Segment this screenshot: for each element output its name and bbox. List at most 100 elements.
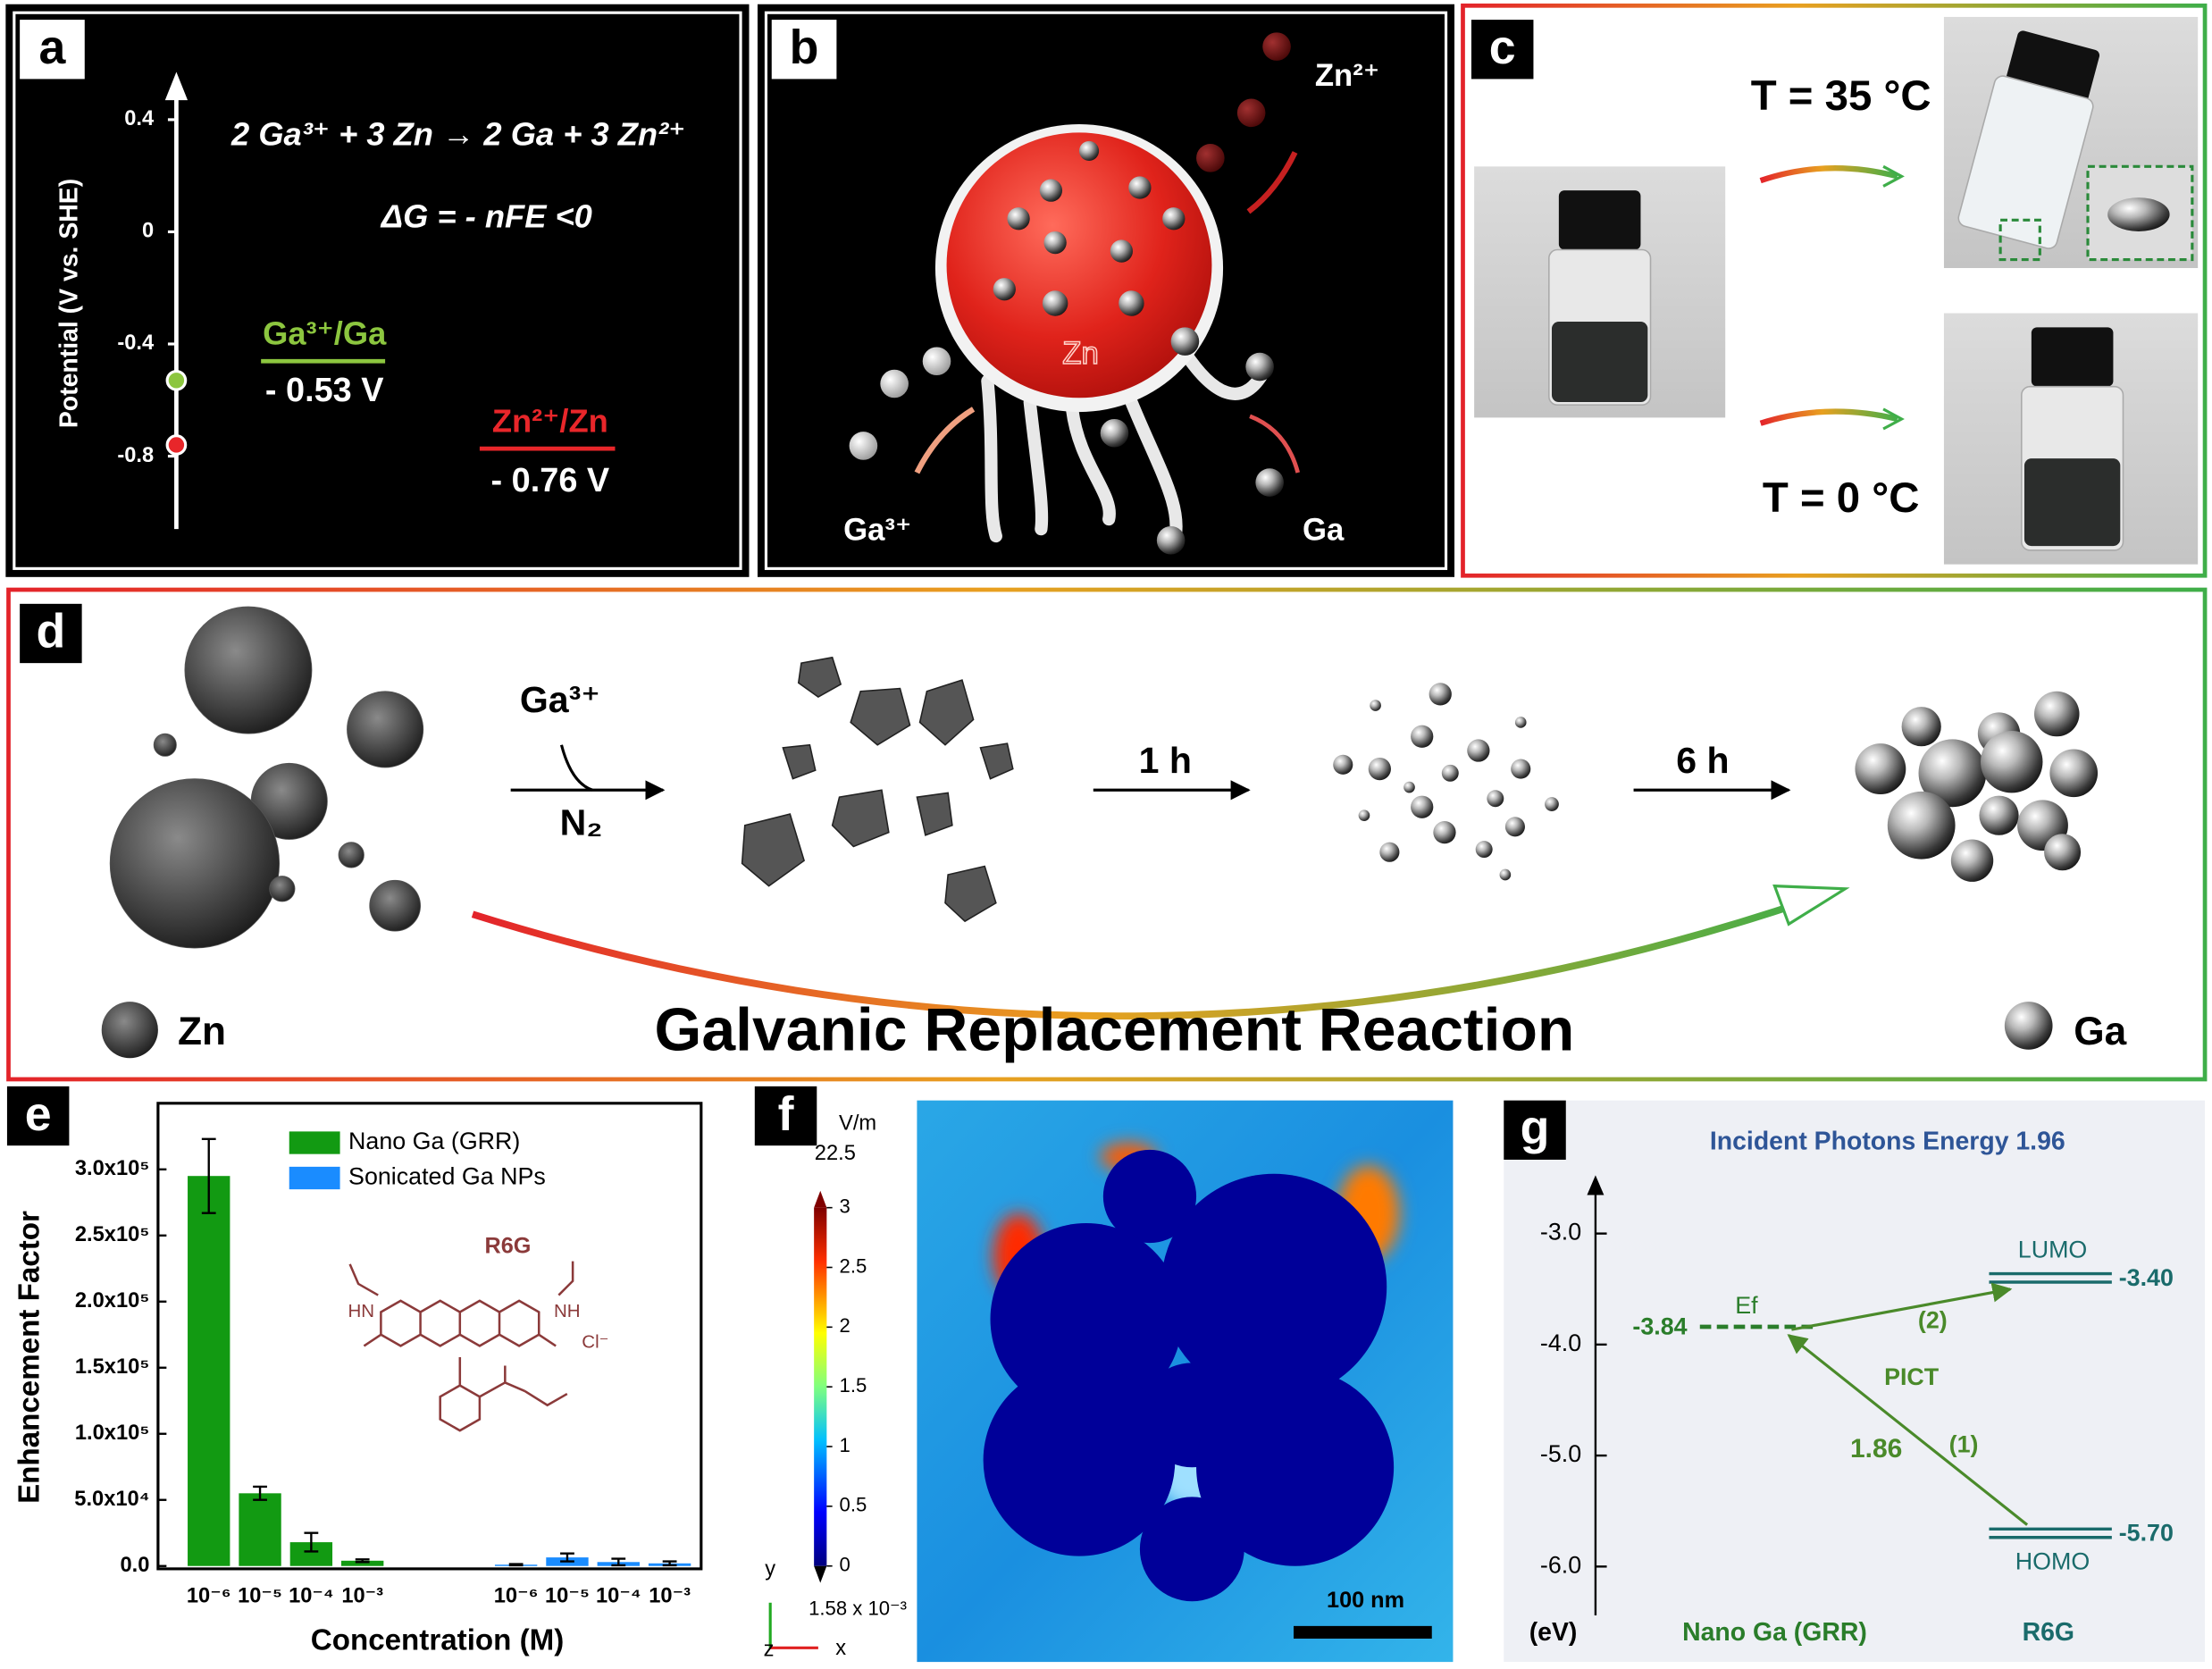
x-tick-label: 10⁻⁶: [187, 1585, 231, 1608]
panel-border: [13, 11, 742, 570]
panel-border: [6, 587, 2208, 1082]
ga-large: [1855, 691, 2099, 882]
axis-arrow: [1587, 1175, 1605, 1195]
panel-label-box: [754, 1086, 817, 1146]
colorbar-tick-label: 0: [840, 1554, 850, 1576]
x-tick-label: 10⁻⁴: [596, 1585, 641, 1608]
ga-label: Ga: [1303, 513, 1345, 547]
step-time: 6 h: [1676, 740, 1729, 781]
legend-zn: [101, 1002, 158, 1059]
panel-d: d Ga³⁺: [6, 587, 2208, 1082]
atom-label: Cl⁻: [582, 1332, 608, 1353]
panel-label: c: [1489, 21, 1516, 74]
vial-cap: [2031, 327, 2114, 387]
error-bar: [560, 1552, 574, 1563]
colorbar-tick-label: 2.5: [840, 1254, 867, 1277]
x-tick-label: 10⁻³: [341, 1585, 383, 1608]
panel-label: a: [39, 21, 67, 74]
level-label: LUMO: [2018, 1236, 2088, 1262]
y-tick-label: 3.0x10⁵: [75, 1157, 150, 1180]
particles: [983, 1149, 1395, 1602]
energy-diagram: Incident Photons Energy 1.96 -3.0 -4.0 -5.0…: [1529, 1128, 2174, 1648]
colorbar-max-arrow: [814, 1190, 827, 1208]
ga-ion-label: Ga³⁺: [843, 513, 911, 547]
colorbar-min-arrow: [814, 1565, 827, 1583]
panel-label-box: [20, 603, 82, 664]
panel-a: a: [5, 4, 750, 577]
y-tick-label: 0.0: [120, 1554, 149, 1577]
x-tick-label: 10⁻⁵: [545, 1585, 590, 1608]
colorbar: 3 2.5 2 1.5 1 0.5 0: [814, 1190, 867, 1583]
process-label: PICT: [1884, 1363, 1940, 1390]
unit-label: (eV): [1529, 1618, 1578, 1647]
ga-droplets: [993, 140, 1284, 555]
level-value: -3.40: [2119, 1264, 2174, 1291]
panel-b-texts: Zn²⁺ Zn Ga³⁺ Ga: [843, 59, 1379, 547]
y-tick-label: -0.4: [117, 331, 155, 355]
y-tick-label: 0: [142, 220, 154, 243]
bar: [239, 1493, 281, 1566]
potential-label: - 0.76 V: [491, 462, 610, 499]
molecule-name: R6G: [485, 1234, 532, 1259]
colorbar-min: 1.58 x 10⁻³: [809, 1598, 907, 1620]
x-axis-title: Concentration (M): [311, 1624, 565, 1657]
atom-label: NH: [554, 1301, 581, 1321]
free-energy: ΔG = - nFE <0: [380, 197, 592, 234]
plot-frame: [156, 1102, 703, 1571]
arrow: [1246, 151, 1298, 214]
error-bar: [662, 1560, 677, 1567]
y-tick-label: -4.0: [1540, 1329, 1581, 1356]
y-tick-label: -0.8: [117, 444, 154, 467]
colorbar-tick-label: 1.5: [840, 1374, 867, 1396]
arrow: [1759, 165, 1898, 184]
panel-label-box: [6, 1086, 70, 1146]
molecule-structure: [348, 1261, 574, 1432]
panel-label-box: [771, 20, 837, 80]
vial-liquid: [2023, 458, 2121, 547]
level-value: -5.70: [2119, 1520, 2174, 1547]
panel-label-box: [1470, 20, 1534, 80]
legend-ga: [2004, 1002, 2053, 1050]
ga-droplet: [2107, 197, 2170, 231]
material-label: Nano Ga (GRR): [1682, 1618, 1867, 1647]
y-tick-label: -5.0: [1540, 1440, 1581, 1467]
axis-label: x: [835, 1637, 846, 1660]
reagent-hook: [559, 744, 593, 792]
condition: T = 0 °C: [1763, 474, 1920, 522]
ga-small: [1333, 683, 1559, 881]
axis-arrow: [164, 71, 189, 101]
transition-arrow: [1787, 1334, 2029, 1526]
transition-label: (2): [1918, 1307, 1948, 1334]
colorbar-max: 22.5: [815, 1142, 856, 1165]
couple-label: Zn²⁺/Zn: [492, 402, 608, 439]
panel-label: e: [25, 1087, 52, 1141]
panel-label: g: [1521, 1102, 1550, 1155]
y-tick-label: 1.5x10⁵: [75, 1355, 150, 1379]
couple-label: Ga³⁺/Ga: [263, 315, 387, 351]
transition-arrow: [1791, 1282, 2013, 1331]
bar-chart: 0.0 5.0x10⁴ 1.0x10⁵ 1.5x10⁵ 2.0x10⁵ 2.5x10⁵ 3.…: [13, 1102, 703, 1657]
panel-label-box: [20, 20, 85, 80]
x-tick-label: 10⁻³: [649, 1585, 691, 1608]
vial-cap: [1558, 190, 1641, 250]
core-label: Zn: [1062, 337, 1099, 371]
y-tick-label: -6.0: [1540, 1551, 1581, 1578]
axis-label: y: [765, 1558, 775, 1581]
panel-border: [764, 11, 1448, 570]
colorbar-unit: V/m: [839, 1112, 876, 1136]
x-tick-label: 10⁻⁴: [289, 1585, 334, 1608]
error-bar: [355, 1558, 370, 1564]
potential-point: [165, 434, 188, 456]
y-tick-label: 2.0x10⁵: [75, 1289, 150, 1313]
y-axis-title: Potential (V vs. SHE): [54, 179, 83, 428]
x-tick-label: 10⁻⁵: [238, 1585, 282, 1608]
zn-ions: [1196, 32, 1291, 172]
y-axis-title: Enhancement Factor: [13, 1211, 46, 1504]
transition-energy: 1.86: [1850, 1434, 1902, 1464]
legend-swatch: [289, 1166, 340, 1190]
colorbar-gradient: [814, 1207, 827, 1566]
vial: [1957, 75, 2094, 249]
zn-core: [946, 132, 1212, 398]
